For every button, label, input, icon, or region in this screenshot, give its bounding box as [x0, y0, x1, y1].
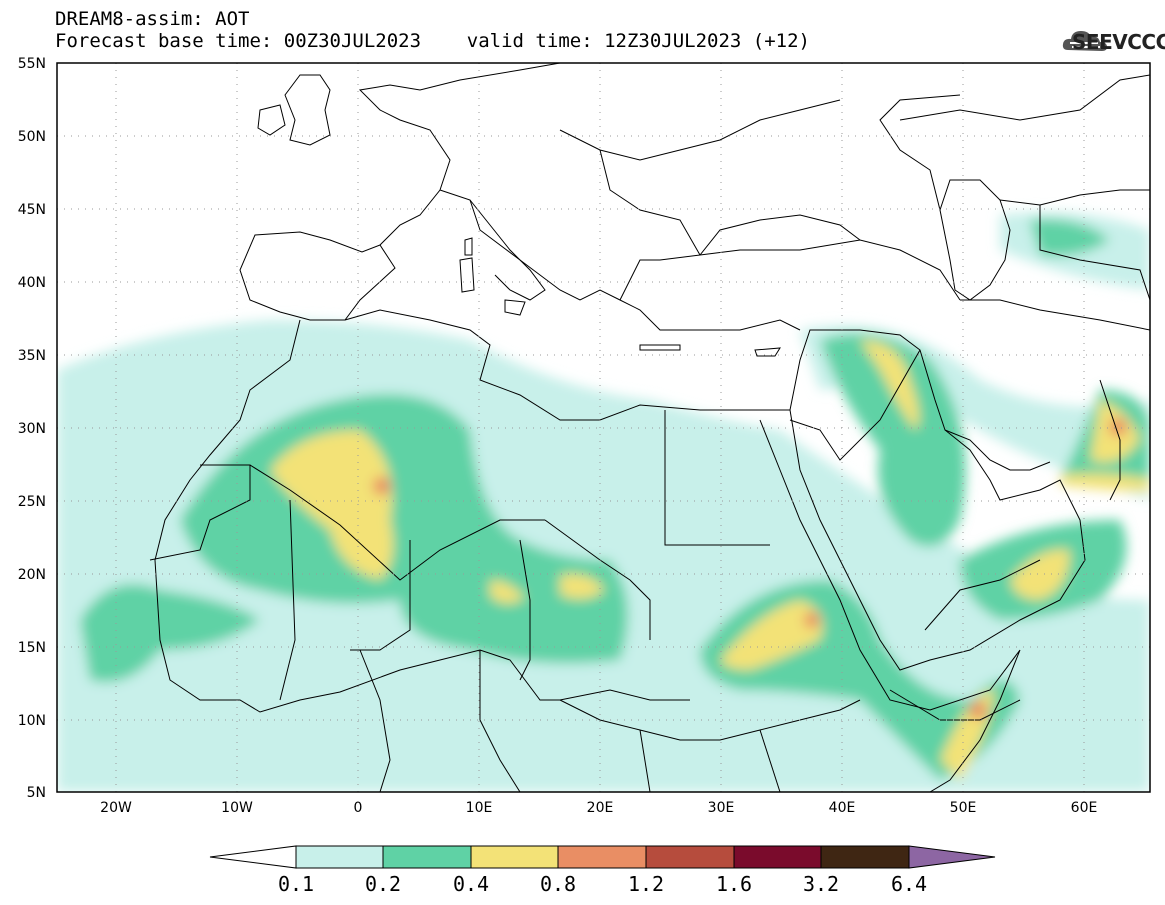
lon-label: 0 — [354, 800, 363, 816]
colorbar-high-arrow — [908, 845, 996, 869]
colorbar-tick: 6.4 — [891, 872, 927, 896]
colorbar-tick: 0.1 — [278, 872, 314, 896]
colorbar-tick: 1.6 — [716, 872, 752, 896]
map-title: DREAM8-assim: AOT — [55, 8, 250, 30]
colorbar-segment — [382, 845, 472, 869]
forecast-time-line: Forecast base time: 00Z30JUL2023 valid t… — [55, 30, 810, 52]
colorbar-tick: 0.4 — [453, 872, 489, 896]
lon-label: 30E — [708, 800, 735, 816]
colorbar-segment — [470, 845, 559, 869]
colorbar-segment — [557, 845, 647, 869]
map-frame — [56, 62, 1151, 793]
aot-contour-0.4 — [270, 340, 1150, 780]
lat-label: 55N — [18, 56, 46, 72]
lon-label: 10E — [466, 800, 493, 816]
lat-label: 20N — [18, 567, 46, 583]
lat-label: 15N — [18, 640, 46, 656]
colorbar-ticks: 0.1 0.2 0.4 0.8 1.2 1.6 3.2 6.4 — [278, 872, 927, 896]
colorbar-segment — [820, 845, 910, 869]
colorbar-segment — [645, 845, 735, 869]
lat-label: 10N — [18, 713, 46, 729]
lon-label: 40E — [829, 800, 856, 816]
colorbar — [209, 845, 996, 869]
lat-label: 5N — [27, 785, 46, 801]
lat-label: 25N — [18, 494, 46, 510]
lat-label: 50N — [18, 129, 46, 145]
lon-label: 60E — [1071, 800, 1098, 816]
cloud-logo-icon — [1062, 31, 1107, 51]
lat-label: 40N — [18, 275, 46, 291]
coastlines — [149, 63, 1150, 792]
colorbar-tick: 0.2 — [365, 872, 401, 896]
colorbar-tick: 0.8 — [540, 872, 576, 896]
lon-label: 20E — [587, 800, 614, 816]
lon-label: 20W — [100, 800, 132, 816]
latitude-labels: 55N 50N 45N 40N 35N 30N 25N 20N 15N 10N … — [18, 56, 46, 801]
colorbar-low-arrow — [209, 845, 297, 869]
aot-contour-0.8 — [373, 418, 1127, 719]
longitude-labels: 20W 10W 0 10E 20E 30E 40E 50E 60E — [100, 800, 1097, 816]
seevccc-logo-text: SEEVCCC — [1072, 30, 1165, 54]
lon-label: 10W — [221, 800, 253, 816]
aot-field — [57, 63, 1150, 792]
colorbar-tick: 1.2 — [628, 872, 664, 896]
lat-label: 45N — [18, 202, 46, 218]
lat-label: 35N — [18, 348, 46, 364]
colorbar-segment — [295, 845, 384, 869]
grid-lines — [57, 63, 1150, 792]
lat-label: 30N — [18, 421, 46, 437]
colorbar-tick: 3.2 — [803, 872, 839, 896]
lon-label: 50E — [950, 800, 977, 816]
colorbar-segment — [733, 845, 822, 869]
